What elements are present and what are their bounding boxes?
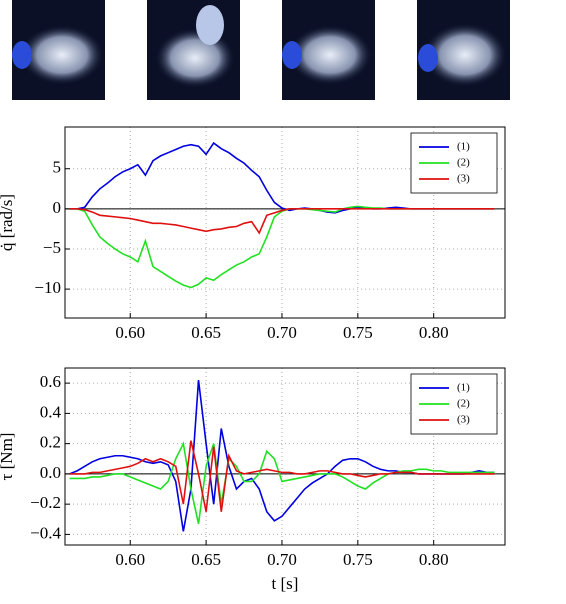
photo-object <box>20 25 104 85</box>
legend-label: (1) <box>457 382 470 394</box>
photo-object <box>423 23 507 87</box>
x-tick-label: 0.70 <box>267 550 297 569</box>
y-tick-label: −0.2 <box>30 493 61 512</box>
series-line <box>69 208 495 235</box>
legend-label: (2) <box>457 398 470 410</box>
x-axis-label: t [s] <box>272 574 299 593</box>
plot-lines <box>69 141 495 289</box>
legend: (1) (2) (3) <box>410 373 498 435</box>
x-tick-label: 0.65 <box>191 550 221 569</box>
photo-object <box>418 44 438 72</box>
x-tick-label: 0.75 <box>343 550 373 569</box>
y-tick-label: 0.6 <box>40 372 61 391</box>
photo-object <box>196 5 224 45</box>
plot-frame <box>64 126 506 319</box>
x-tick-label: 0.60 <box>115 550 145 569</box>
x-tick-label: 0.80 <box>419 323 449 342</box>
y-axis-label: q̇ [rad/s] <box>0 194 16 251</box>
legend-label: (3) <box>457 173 470 185</box>
y-tick-label: 0.4 <box>40 402 62 421</box>
y-tick-label: 0.2 <box>40 433 61 452</box>
series-line <box>69 440 495 512</box>
y-tick-label: −5 <box>43 238 61 257</box>
y-tick-label: −10 <box>34 278 61 297</box>
y-tick-label: 0 <box>53 198 62 217</box>
x-tick-label: 0.75 <box>343 323 373 342</box>
photo-object <box>288 25 372 85</box>
photo-strip <box>12 0 510 100</box>
series-line <box>69 441 495 524</box>
y-tick-label: 0.0 <box>40 463 61 482</box>
chart: 0.60 0.65 0.70 0.75 0.80 0.6 0.4 0.2 0.0 −0.2 −0.4… <box>0 367 506 593</box>
photo-object <box>155 28 235 88</box>
plot-lines <box>69 380 495 532</box>
x-tick-label: 0.80 <box>419 550 449 569</box>
legend-label: (2) <box>457 157 470 169</box>
photo-object <box>282 41 302 69</box>
photo-object <box>12 41 32 69</box>
chart: 0.60 0.65 0.70 0.75 0.80 5 0 −5 −10 q̇ [rad/s] (1)… <box>0 126 506 342</box>
plot-frame <box>64 367 506 546</box>
x-tick-label: 0.60 <box>115 323 145 342</box>
x-tick-label: 0.70 <box>267 323 297 342</box>
legend: (1) (2) (3) <box>410 132 498 194</box>
y-axis-label: τ [Nm] <box>0 433 16 481</box>
y-tick-label: 5 <box>53 158 62 177</box>
y-tick-label: −0.4 <box>30 523 61 542</box>
x-tick-label: 0.65 <box>191 323 221 342</box>
legend-label: (1) <box>457 141 470 153</box>
legend-label: (3) <box>457 414 470 426</box>
